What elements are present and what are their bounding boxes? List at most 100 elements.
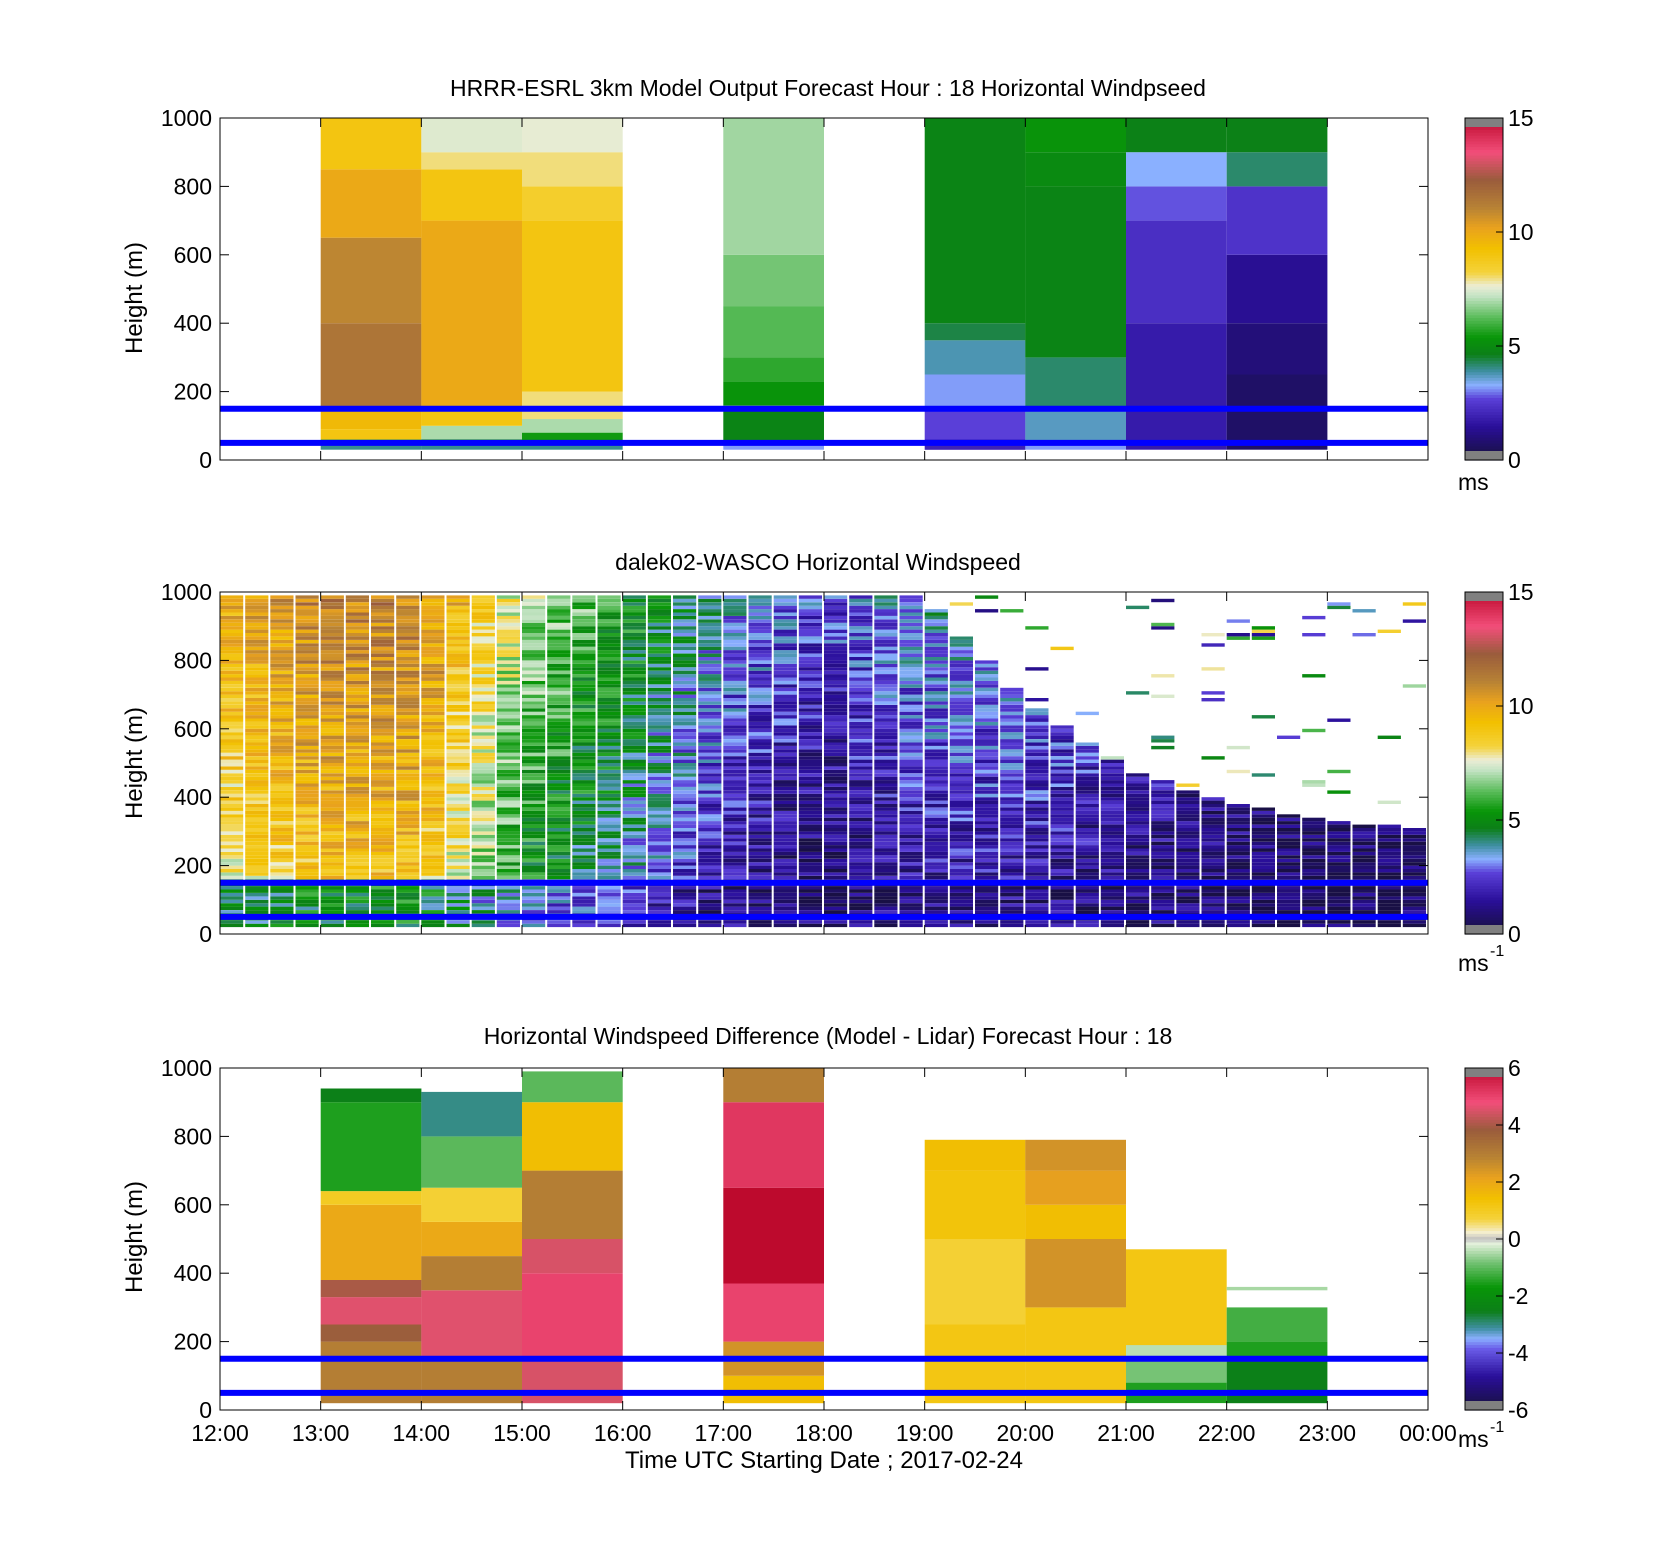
heatmap-cell — [270, 653, 294, 657]
heatmap-cell — [723, 739, 747, 743]
heatmap-cell — [849, 728, 873, 733]
heatmap-cell — [1201, 807, 1225, 811]
heatmap-cell — [371, 824, 395, 828]
heatmap-cell — [446, 838, 470, 842]
heatmap-cell — [773, 889, 797, 893]
heatmap-cell — [1201, 667, 1225, 671]
heatmap-cell — [522, 759, 546, 763]
heatmap-cell — [446, 684, 470, 688]
heatmap-cell — [522, 670, 546, 675]
heatmap-cell — [924, 834, 948, 839]
heatmap-cell — [245, 660, 269, 664]
x-tick-label: 17:00 — [695, 1420, 753, 1446]
heatmap-cell — [798, 722, 822, 726]
heatmap-cell — [1025, 910, 1049, 914]
heatmap-cell — [1277, 886, 1301, 890]
heatmap-cell — [1025, 769, 1049, 774]
heatmap-cell — [622, 684, 646, 688]
heatmap-cell — [698, 657, 722, 661]
heatmap-cell — [572, 739, 596, 743]
heatmap-cell — [924, 749, 948, 753]
colorbar-segment — [1465, 785, 1503, 790]
heatmap-cell — [1075, 865, 1099, 869]
heatmap-cell — [245, 595, 269, 599]
heatmap-cell — [597, 810, 621, 815]
heatmap-cell — [345, 899, 369, 904]
heatmap-cell — [1176, 865, 1200, 869]
heatmap-cell — [899, 828, 923, 832]
heatmap-cell — [622, 903, 646, 907]
heatmap-cell — [220, 780, 244, 784]
heatmap-cell — [1176, 814, 1200, 818]
heatmap-cell — [824, 923, 848, 928]
heatmap-cell — [698, 742, 722, 746]
colorbar-segment — [1465, 1270, 1503, 1274]
heatmap-cell — [1201, 831, 1225, 835]
heatmap-cell — [849, 639, 873, 644]
heatmap-cell — [899, 756, 923, 760]
heatmap-cell — [522, 442, 623, 450]
heatmap-cell — [723, 701, 747, 705]
heatmap-cell — [1277, 855, 1301, 859]
heatmap-cell — [1025, 715, 1049, 719]
heatmap-cell — [1075, 804, 1099, 808]
heatmap-cell — [748, 776, 772, 781]
heatmap-cell — [1302, 910, 1326, 914]
heatmap-cell — [899, 865, 923, 869]
heatmap-cell — [245, 694, 269, 698]
heatmap-cell — [622, 862, 646, 866]
colorbar-segment — [1465, 411, 1503, 415]
heatmap-cell — [1201, 797, 1225, 801]
heatmap-cell — [849, 674, 873, 678]
heatmap-cell — [748, 629, 772, 633]
colorbar-tick-label: 2 — [1508, 1169, 1521, 1195]
heatmap-cell — [320, 910, 344, 914]
heatmap-cell — [748, 633, 772, 637]
heatmap-cell — [1151, 889, 1175, 893]
heatmap-cell — [1302, 899, 1326, 904]
heatmap-cell — [270, 657, 294, 661]
heatmap-cell — [345, 595, 369, 599]
heatmap-cell — [371, 780, 395, 784]
heatmap-cell — [1226, 848, 1250, 852]
heatmap-cell — [748, 872, 772, 876]
heatmap-cell — [345, 875, 369, 880]
colorbar-segment — [1465, 1162, 1503, 1166]
heatmap-cell — [1025, 893, 1049, 897]
heatmap-cell — [1251, 872, 1275, 876]
heatmap-cell — [270, 704, 294, 709]
heatmap-cell — [899, 910, 923, 914]
heatmap-cell — [220, 828, 244, 832]
heatmap-cell — [1126, 793, 1150, 798]
heatmap-cell — [471, 691, 495, 695]
heatmap-cell — [572, 923, 596, 928]
heatmap-cell — [748, 906, 772, 910]
colorbar-segment — [1465, 834, 1503, 838]
heatmap-cell — [824, 831, 848, 835]
heatmap-cell — [723, 828, 747, 832]
heatmap-cell — [547, 749, 571, 753]
heatmap-cell — [396, 670, 420, 675]
heatmap-cell — [824, 780, 848, 784]
heatmap-cell — [496, 663, 520, 668]
heatmap-cell — [723, 633, 747, 637]
heatmap-cell — [421, 756, 445, 760]
heatmap-cell — [723, 862, 747, 866]
heatmap-cell — [949, 910, 973, 914]
heatmap-cell — [496, 766, 520, 770]
colorbar-segment — [1465, 646, 1503, 650]
heatmap-cell — [1100, 869, 1124, 873]
heatmap-cell — [748, 886, 772, 890]
heatmap-cell — [220, 855, 244, 859]
heatmap-cell — [723, 906, 747, 910]
heatmap-cell — [245, 821, 269, 825]
colorbar-segment — [1465, 802, 1503, 807]
colorbar-segment — [1465, 209, 1503, 213]
heatmap-cell — [471, 667, 495, 671]
heatmap-cell — [245, 684, 269, 688]
heatmap-cell — [975, 660, 999, 664]
colorbar-segment — [1465, 1296, 1503, 1300]
heatmap-cell — [320, 1088, 422, 1103]
heatmap-cell — [270, 674, 294, 678]
heatmap-cell — [270, 739, 294, 743]
